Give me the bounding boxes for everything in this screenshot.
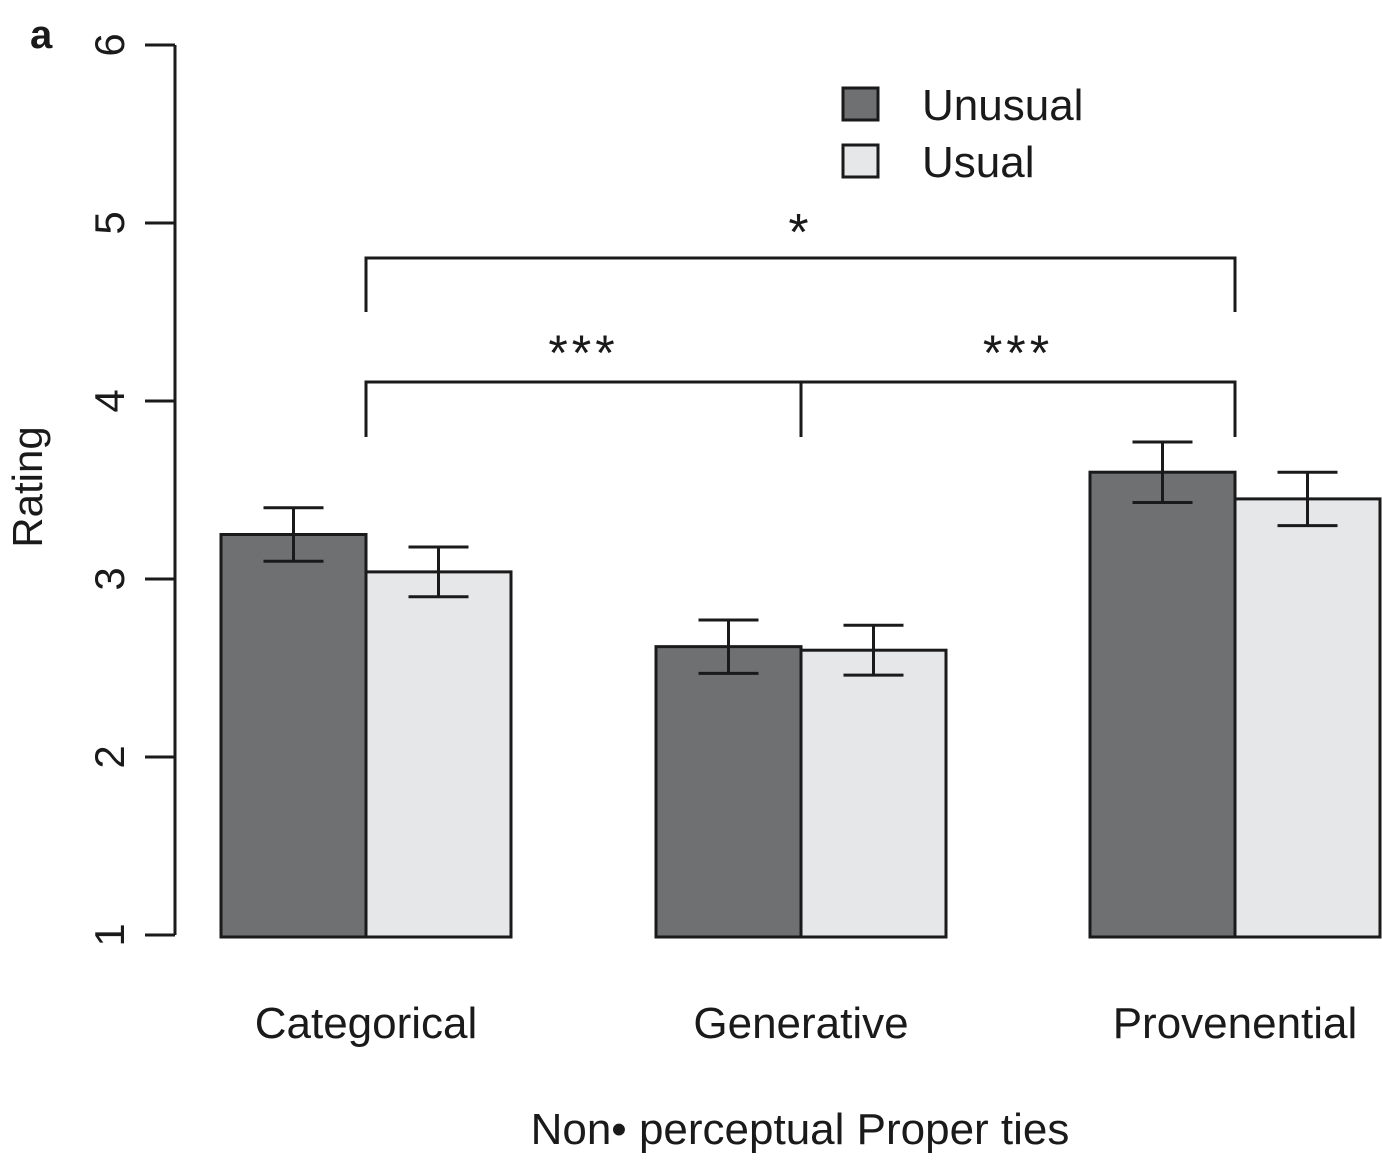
bar-usual-categorical [364, 570, 513, 939]
significance-label: * [788, 204, 812, 262]
x-tick-label-provenential: Provenential [1113, 999, 1358, 1048]
y-axis: 1 2 3 4 5 6 [86, 33, 177, 947]
legend-label-usual: Usual [922, 138, 1035, 187]
significance-bracket [799, 380, 1237, 437]
bar-usual-generative [799, 648, 948, 939]
y-tick-label: 1 [86, 923, 133, 946]
y-tick-label: 6 [86, 33, 133, 56]
significance-label: *** [983, 325, 1053, 381]
x-tick-labels: Categorical Generative Provenential [255, 999, 1358, 1048]
legend-swatch-usual [841, 143, 880, 179]
bars-group [219, 470, 1382, 939]
significance-bracket [364, 380, 803, 437]
bar-unusual-generative [654, 645, 803, 939]
legend-label-unusual: Unusual [922, 81, 1083, 130]
x-axis-label: Non• perceptual Proper ties [531, 1105, 1070, 1154]
y-tick-label: 2 [86, 745, 133, 768]
y-tick-label: 3 [86, 567, 133, 590]
legend-swatch-unusual [841, 86, 880, 122]
legend: Unusual Usual [841, 81, 1083, 187]
x-tick-label-categorical: Categorical [255, 999, 478, 1048]
significance-label: *** [548, 325, 618, 381]
error-bars-group [263, 440, 1338, 677]
x-tick-label-generative: Generative [693, 999, 908, 1048]
y-axis-label: Rating [4, 426, 51, 547]
bar-unusual-provenential [1088, 470, 1237, 939]
significance-brackets: **** *** [364, 204, 1237, 437]
bar-unusual-categorical [219, 533, 368, 939]
significance-bracket [364, 256, 1237, 312]
bar-usual-provenential [1233, 497, 1382, 939]
y-tick-label: 5 [86, 211, 133, 234]
panel-label: a [30, 13, 53, 57]
y-tick-label: 4 [86, 389, 133, 412]
